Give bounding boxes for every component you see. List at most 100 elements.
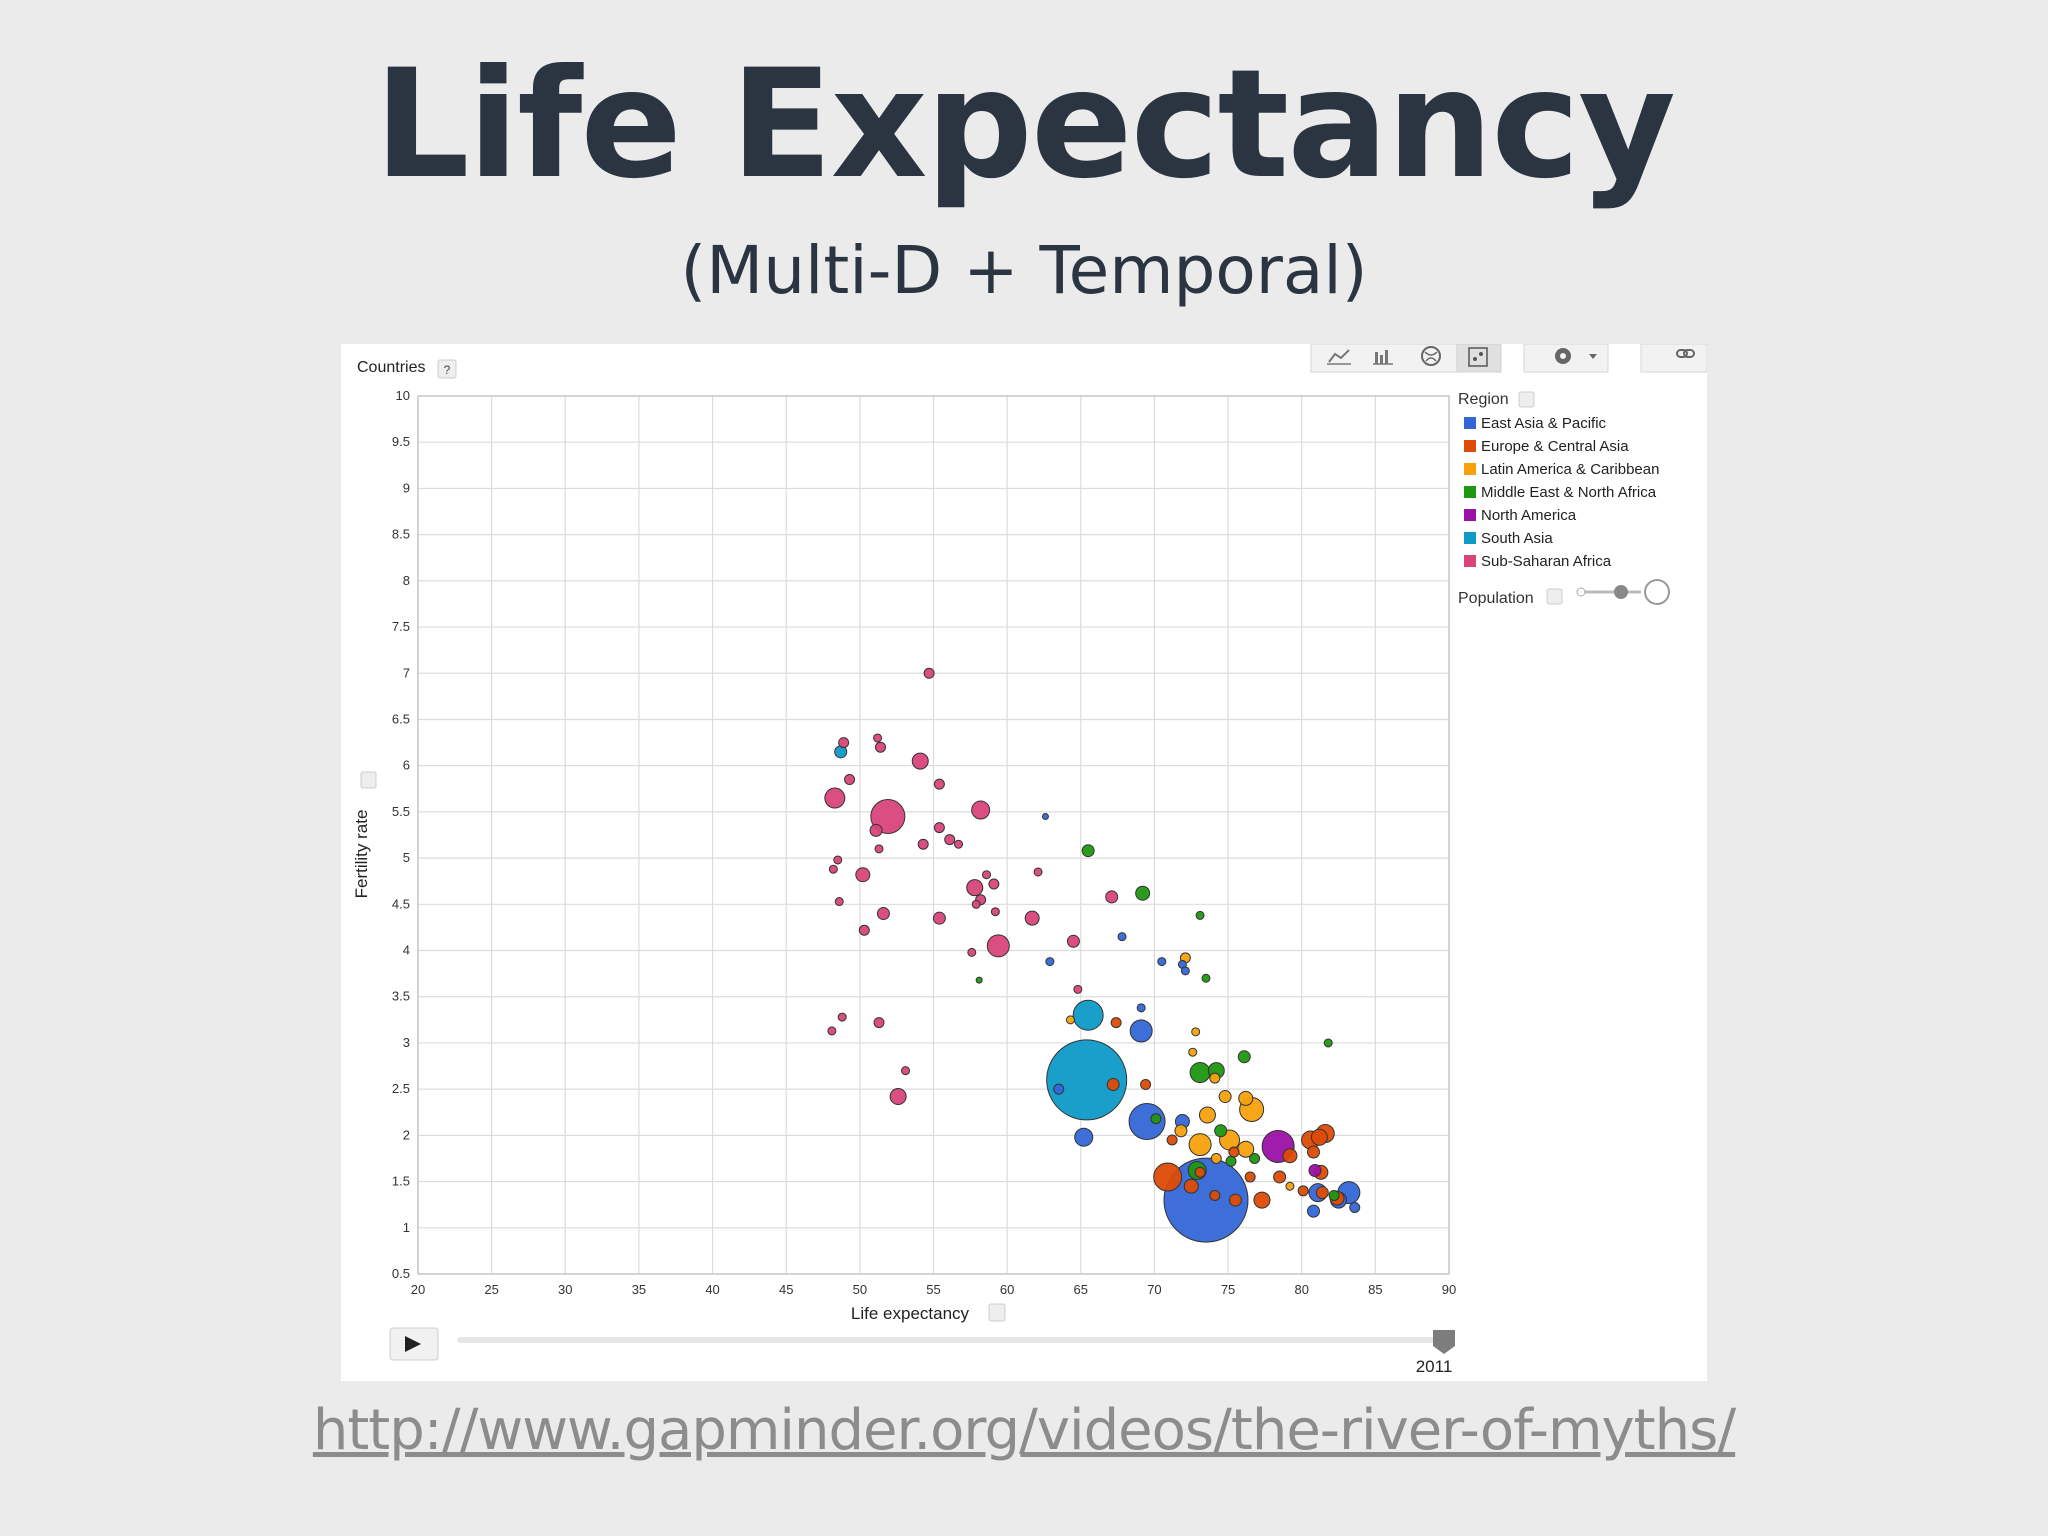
bar-chart-icon[interactable] [1373, 350, 1393, 365]
bubble-sub-saharan-africa[interactable] [1105, 890, 1119, 904]
bubble-europe-central-asia[interactable] [1253, 1191, 1271, 1209]
bubble-europe-central-asia[interactable] [1315, 1186, 1329, 1200]
bubble-sub-saharan-africa[interactable] [932, 911, 946, 925]
bubble-latin-america-caribbean[interactable] [1198, 1106, 1216, 1124]
bubble-east-asia-pacific[interactable] [1117, 932, 1127, 942]
bubble-europe-central-asia[interactable] [1153, 1162, 1183, 1192]
source-link[interactable]: http://www.gapminder.org/videos/the-rive… [312, 1398, 1736, 1463]
bubble-latin-america-caribbean[interactable] [1065, 1015, 1075, 1025]
bubble-middle-east-north-africa[interactable] [1237, 1050, 1251, 1064]
bubble-europe-central-asia[interactable] [1228, 1146, 1240, 1158]
bubble-latin-america-caribbean[interactable] [1174, 1124, 1188, 1138]
bubble-europe-central-asia[interactable] [1106, 1078, 1120, 1092]
bubble-europe-central-asia[interactable] [1110, 1017, 1122, 1029]
bubble-east-asia-pacific[interactable] [1163, 1157, 1249, 1243]
bubble-sub-saharan-africa[interactable] [855, 867, 871, 883]
bubble-sub-saharan-africa[interactable] [901, 1066, 911, 1076]
bubble-middle-east-north-africa[interactable] [1249, 1152, 1261, 1164]
legend-item-label[interactable]: South Asia [1481, 530, 1553, 547]
bubble-south-asia[interactable] [1072, 999, 1104, 1031]
bubble-sub-saharan-africa[interactable] [873, 733, 883, 743]
legend-item-label[interactable]: Europe & Central Asia [1481, 438, 1629, 455]
bubble-east-asia-pacific[interactable] [1157, 957, 1167, 967]
bubble-east-asia-pacific[interactable] [1136, 1003, 1146, 1013]
population-help-icon[interactable] [1546, 588, 1563, 605]
bubble-sub-saharan-africa[interactable] [827, 1026, 837, 1036]
bubble-east-asia-pacific[interactable] [1349, 1201, 1361, 1213]
bubble-sub-saharan-africa[interactable] [911, 752, 929, 770]
bubble-middle-east-north-africa[interactable] [1189, 1062, 1211, 1084]
legend-item-label[interactable]: East Asia & Pacific [1481, 415, 1607, 432]
bubble-europe-central-asia[interactable] [1297, 1185, 1309, 1197]
population-size-slider[interactable] [1576, 579, 1670, 605]
legend-swatch[interactable] [1464, 532, 1476, 544]
legend-item-label[interactable]: Latin America & Caribbean [1481, 461, 1659, 478]
bubble-sub-saharan-africa[interactable] [988, 878, 1000, 890]
bubble-east-asia-pacific[interactable] [1129, 1019, 1153, 1043]
time-slider-track[interactable] [457, 1337, 1447, 1343]
bubble-europe-central-asia[interactable] [1282, 1148, 1298, 1164]
line-chart-icon[interactable] [1327, 349, 1351, 365]
bubble-sub-saharan-africa[interactable] [869, 823, 883, 837]
bubble-sub-saharan-africa[interactable] [824, 787, 846, 809]
bubble-sub-saharan-africa[interactable] [889, 1088, 907, 1106]
bubble-sub-saharan-africa[interactable] [923, 667, 935, 679]
legend-swatch[interactable] [1464, 555, 1476, 567]
gear-icon[interactable] [1555, 348, 1597, 364]
bubble-middle-east-north-africa[interactable] [1225, 1155, 1237, 1167]
legend-swatch[interactable] [1464, 509, 1476, 521]
bubble-europe-central-asia[interactable] [1166, 1134, 1178, 1146]
bubble-latin-america-caribbean[interactable] [1238, 1090, 1254, 1106]
entity-help-icon[interactable] [437, 359, 457, 379]
bubble-latin-america-caribbean[interactable] [1210, 1152, 1222, 1164]
x-axis-title[interactable]: Life expectancy [851, 1304, 970, 1323]
link-icon[interactable] [1676, 349, 1695, 358]
entity-label[interactable]: Countries [357, 359, 425, 376]
bubble-sub-saharan-africa[interactable] [858, 924, 870, 936]
legend-help-icon[interactable] [1518, 391, 1535, 408]
bubble-latin-america-caribbean[interactable] [1209, 1072, 1221, 1084]
bubble-sub-saharan-africa[interactable] [971, 800, 991, 820]
y-axis-help-icon[interactable] [360, 771, 377, 789]
bubble-south-asia[interactable] [1046, 1039, 1128, 1121]
bubble-sub-saharan-africa[interactable] [917, 838, 929, 850]
bubble-latin-america-caribbean[interactable] [1188, 1133, 1212, 1157]
bubble-latin-america-caribbean[interactable] [1285, 1181, 1295, 1191]
bubble-sub-saharan-africa[interactable] [944, 834, 956, 846]
bubble-sub-saharan-africa[interactable] [933, 822, 945, 834]
bubble-sub-saharan-africa[interactable] [1073, 984, 1083, 994]
bubble-europe-central-asia[interactable] [1209, 1189, 1221, 1201]
bubble-sub-saharan-africa[interactable] [986, 934, 1010, 958]
bubble-east-asia-pacific[interactable] [1180, 966, 1190, 976]
bubble-latin-america-caribbean[interactable] [1218, 1090, 1232, 1104]
bubble-east-asia-pacific[interactable] [1306, 1204, 1320, 1218]
bubble-sub-saharan-africa[interactable] [837, 1012, 847, 1022]
map-icon[interactable] [1421, 346, 1441, 366]
bubble-sub-saharan-africa[interactable] [876, 907, 890, 921]
bubble-sub-saharan-africa[interactable] [833, 855, 843, 865]
x-axis-help-icon[interactable] [988, 1303, 1006, 1322]
bubble-europe-central-asia[interactable] [1194, 1166, 1206, 1178]
bubble-europe-central-asia[interactable] [1183, 1178, 1199, 1194]
bubble-middle-east-north-africa[interactable] [1150, 1113, 1162, 1125]
bubble-middle-east-north-africa[interactable] [1328, 1189, 1340, 1201]
bubble-sub-saharan-africa[interactable] [954, 839, 964, 849]
bubble-sub-saharan-africa[interactable] [874, 844, 884, 854]
bubble-latin-america-caribbean[interactable] [1188, 1047, 1198, 1057]
bubble-europe-central-asia[interactable] [1140, 1079, 1152, 1091]
bubble-sub-saharan-africa[interactable] [834, 897, 844, 907]
bubble-europe-central-asia[interactable] [1228, 1193, 1242, 1207]
bubble-east-asia-pacific[interactable] [1041, 813, 1049, 821]
legend-swatch[interactable] [1464, 417, 1476, 429]
bubble-europe-central-asia[interactable] [1306, 1145, 1320, 1159]
bubble-sub-saharan-africa[interactable] [990, 907, 1000, 917]
bubble-europe-central-asia[interactable] [1273, 1170, 1287, 1184]
bubble-north-america[interactable] [1308, 1163, 1322, 1177]
bubble-sub-saharan-africa[interactable] [1024, 910, 1040, 926]
time-slider-handle[interactable] [1433, 1330, 1455, 1354]
bubble-sub-saharan-africa[interactable] [838, 737, 850, 749]
bubble-middle-east-north-africa[interactable] [1323, 1038, 1333, 1048]
bubble-middle-east-north-africa[interactable] [1195, 910, 1205, 920]
legend-swatch[interactable] [1464, 463, 1476, 475]
bubble-middle-east-north-africa[interactable] [975, 976, 983, 984]
